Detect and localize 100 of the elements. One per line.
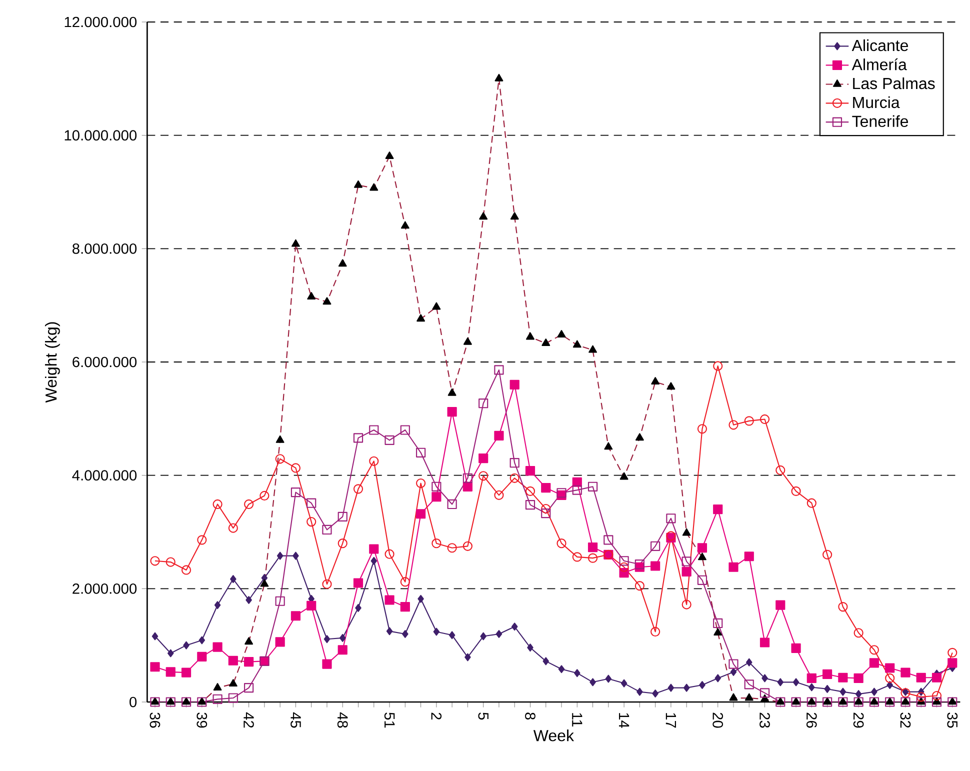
point: [619, 562, 629, 572]
point: [447, 407, 457, 417]
point: [275, 637, 285, 647]
point: [150, 662, 160, 672]
point: [636, 688, 643, 696]
point: [525, 466, 536, 476]
point: [776, 600, 786, 610]
x-tick-label: 20: [712, 712, 724, 728]
point: [650, 626, 660, 637]
y-tick-label: 8.000.000: [72, 243, 137, 254]
point: [634, 559, 644, 570]
x-tick-label: 29: [853, 712, 864, 728]
point: [370, 556, 378, 565]
point: [230, 575, 236, 584]
x-tick-label: 45: [290, 712, 301, 728]
point: [558, 665, 565, 674]
point: [822, 550, 832, 560]
point: [728, 420, 738, 430]
point: [541, 504, 551, 514]
point: [369, 544, 379, 554]
point: [777, 678, 784, 686]
point: [228, 693, 238, 703]
x-tick-label: 17: [666, 713, 676, 728]
point: [353, 433, 364, 443]
point: [244, 683, 254, 693]
point: [948, 648, 958, 658]
point: [496, 630, 502, 638]
point: [713, 618, 723, 628]
point: [494, 490, 504, 500]
point: [355, 604, 362, 612]
point: [744, 416, 754, 426]
point: [212, 694, 222, 704]
legend-label: Murcia: [853, 96, 900, 108]
x-tick-label: 39: [196, 712, 208, 728]
point: [464, 653, 471, 662]
point: [197, 652, 207, 662]
point: [869, 645, 879, 655]
point: [448, 631, 456, 640]
point: [432, 482, 442, 492]
point: [634, 581, 644, 591]
point: [792, 678, 800, 686]
y-tick-label: 0: [130, 696, 137, 708]
x-tick-label: 14: [619, 713, 630, 728]
point: [855, 690, 862, 698]
x-tick-label: 36: [150, 712, 160, 728]
point: [197, 535, 207, 545]
point: [776, 465, 786, 476]
point: [478, 471, 488, 481]
point: [916, 692, 926, 702]
x-tick-label: 35: [947, 712, 958, 728]
point: [668, 684, 674, 692]
point: [682, 556, 692, 566]
point: [384, 435, 394, 445]
point: [885, 663, 895, 673]
point: [244, 499, 254, 510]
x-tick-label: 51: [384, 712, 395, 728]
point: [697, 575, 708, 585]
point: [588, 542, 598, 552]
point: [290, 463, 301, 473]
x-tick-label: 2: [431, 712, 442, 720]
point: [854, 673, 864, 683]
point: [462, 541, 472, 551]
point: [292, 552, 299, 560]
point: [808, 683, 815, 692]
point: [152, 632, 158, 640]
point: [744, 552, 754, 562]
point: [338, 645, 348, 655]
point: [384, 549, 394, 559]
point: [760, 688, 770, 698]
point: [416, 448, 426, 458]
x-tick-label: 11: [572, 713, 582, 727]
y-axis-title: Weight (kg): [45, 322, 60, 403]
point: [604, 535, 614, 545]
point: [260, 490, 270, 501]
point: [541, 482, 551, 493]
point: [650, 541, 660, 551]
point: [276, 552, 284, 560]
point: [713, 361, 723, 371]
point: [339, 634, 346, 642]
point: [480, 632, 486, 640]
point: [214, 601, 221, 610]
x-tick-label: 32: [900, 712, 911, 728]
point: [728, 659, 738, 669]
point: [181, 668, 192, 678]
point: [418, 594, 424, 603]
point: [181, 565, 192, 575]
point: [275, 596, 285, 606]
point: [246, 596, 252, 604]
point: [478, 454, 488, 464]
point: [400, 577, 410, 587]
point: [542, 657, 550, 666]
point: [369, 456, 379, 466]
point: [212, 499, 222, 510]
point: [166, 557, 176, 567]
x-tick-label: 48: [337, 712, 348, 728]
point: [572, 552, 582, 562]
point: [590, 678, 596, 686]
point: [494, 365, 504, 375]
point: [212, 642, 222, 652]
point: [682, 566, 692, 576]
